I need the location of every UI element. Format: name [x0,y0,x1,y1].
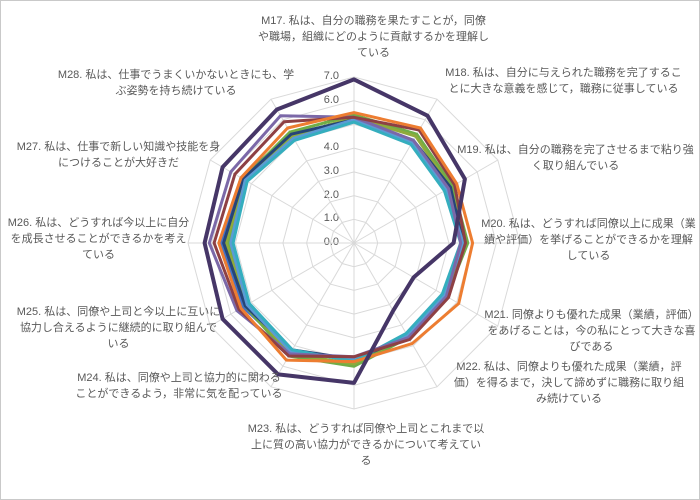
axis-label-m20: M20. 私は、どうすれば同僚以上に成果（業績や評価）を挙げることができるかを理… [481,218,696,262]
axis-label-m23: M23. 私は、どうすれば同僚や上司とこれまで以上に質の高い協力ができるかについ… [247,423,485,467]
series-polygon-4 [222,118,465,361]
axis-label-m19: M19. 私は、自分の職務を完了させるまで粘り強く取り組んでいる [457,144,694,172]
tick-label-4: 4.0 [323,141,339,153]
grid-spoke [353,98,438,244]
tick-label-1: 1.0 [323,212,339,224]
grid-spoke [353,242,438,388]
grid-spoke [353,242,499,327]
series-polygon-9 [217,111,475,364]
axis-label-m22: M22. 私は、同僚よりも優れた成果（業績，評価）を得るまで，決して諦めずに職務… [453,361,685,405]
axis-label-m21: M21. 同僚よりも優れた成果（業績，評価）をあげることは，今の私にとって大きな… [484,309,699,353]
grid-ring [258,147,450,339]
series-polygon-8 [212,115,467,359]
axis-label-m25: M25. 私は、同僚や上司と今以上に互いに協力し合えるように継続的に取り組んでい… [16,306,221,350]
axis-label-m26: M26. 私は、どうすれば今以上に自分を成長させることができるかを考えている [7,217,190,261]
axis-label-m28: M28. 私は、仕事でうまくいかないときにも、学ぶ姿勢を持ち続けている [57,69,295,97]
grid-spoke [209,242,355,327]
series-polygon-6 [231,120,463,364]
series-polygon-1 [219,118,465,361]
grid-ring [234,123,474,363]
axis-label-m24: M24. 私は、同僚や上司と協力的に関わることができるよう，非常に気を配っている [75,372,283,400]
tick-label-5: 5.0 [323,117,339,129]
axis-label-m27: M27. 私は、仕事で新しい知識や技能を身につけることが大好きだ [16,141,221,169]
series-polygon-3 [224,115,467,366]
tick-label-2: 2.0 [323,189,339,201]
series-polygon-2 [226,113,470,368]
tick-label-3: 3.0 [323,165,339,177]
axis-label-m18: M18. 私は、自分に与えられた職務を完了することに大きな意義を感じて，職務に従… [445,67,682,95]
tick-label-6: 6.0 [323,94,339,106]
tick-label-7: 7.0 [323,70,339,82]
grid-spoke [270,242,355,388]
series-polygon-5 [229,118,465,361]
tick-label-0: 0.0 [323,236,339,248]
axis-label-m17: M17. 私は、自分の職務を果たすことが，同僚や職場，組織にどのように貢献するか… [258,15,489,59]
